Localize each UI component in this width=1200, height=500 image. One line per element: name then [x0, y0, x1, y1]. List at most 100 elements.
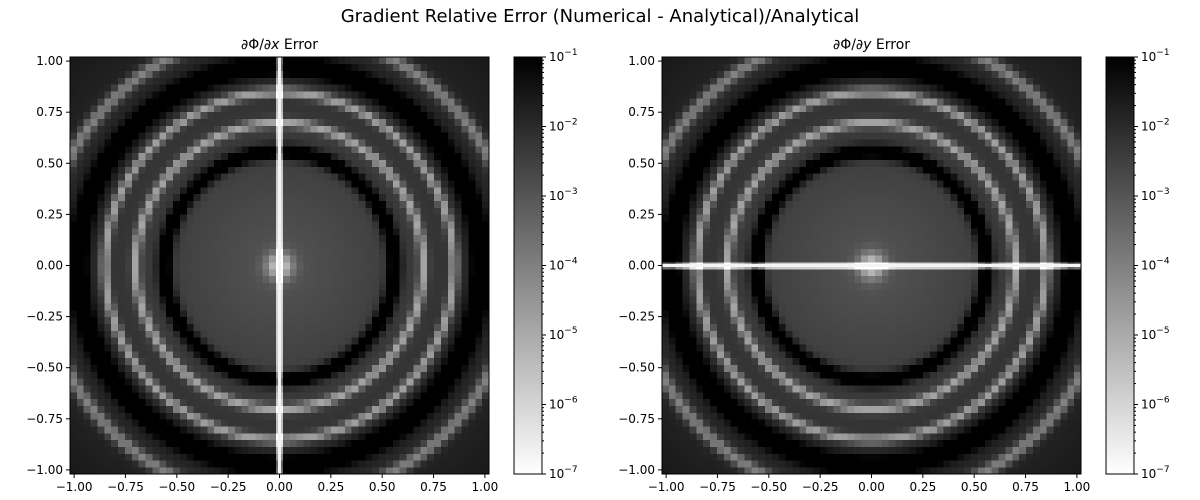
heatmap-cell [193, 391, 201, 400]
heatmap-cell [207, 221, 215, 229]
heatmap-cell [207, 432, 215, 441]
heatmap-cell [138, 419, 146, 427]
heatmap-cell [289, 350, 298, 359]
heatmap-cell [358, 419, 366, 427]
heatmap-cell [710, 439, 718, 448]
heatmap-cell [682, 207, 690, 215]
heatmap-cell [351, 159, 359, 167]
heatmap-cell [703, 439, 711, 448]
heatmap-cell [765, 98, 773, 106]
heatmap-cell [138, 241, 146, 249]
heatmap-cell [97, 303, 105, 311]
colorbar-tick-label: 10−3 [549, 187, 578, 203]
heatmap-cell [324, 268, 332, 277]
heatmap-cell [131, 139, 140, 147]
heatmap-cell [668, 460, 677, 468]
heatmap-cell [379, 296, 387, 304]
heatmap-cell [324, 323, 332, 331]
heatmap-cell [303, 77, 311, 85]
heatmap-cell [337, 118, 346, 126]
panel-title: ∂Φ/∂x Error [241, 37, 318, 53]
heatmap-cell [221, 316, 229, 325]
heatmap-cell [310, 330, 318, 338]
heatmap-cell [234, 207, 243, 215]
heatmap-cell [461, 98, 469, 106]
heatmap-cell [351, 118, 359, 126]
heatmap-cell [744, 118, 752, 126]
heatmap-cell [454, 166, 462, 174]
heatmap-cell [689, 412, 697, 420]
heatmap-cell [703, 364, 711, 372]
heatmap-cell [70, 193, 78, 201]
heatmap-cell [351, 446, 359, 454]
heatmap-cell [737, 350, 745, 359]
heatmap-cell [124, 385, 133, 393]
heatmap-cell [76, 63, 85, 72]
heatmap-cell [771, 439, 780, 448]
heatmap-cell [255, 132, 263, 140]
colorbar-tick-exp: −5 [564, 326, 577, 336]
heatmap-cell [241, 180, 249, 188]
heatmap-cell [152, 207, 160, 215]
heatmap-cell [778, 405, 787, 413]
heatmap-cell [269, 118, 277, 126]
heatmap-cell [675, 57, 684, 65]
heatmap-cell [662, 282, 670, 290]
heatmap-cell [90, 378, 98, 386]
heatmap-cell [138, 316, 146, 325]
heatmap-cell [413, 84, 421, 92]
heatmap-cell [111, 77, 119, 85]
heatmap-cell [193, 262, 201, 270]
heatmap-cell [454, 350, 462, 359]
heatmap-cell [227, 241, 236, 249]
heatmap-cell [427, 446, 435, 454]
heatmap-cell [468, 419, 476, 427]
heatmap-cell [716, 173, 725, 181]
heatmap-cell [723, 337, 732, 345]
heatmap-cell [83, 364, 92, 372]
heatmap-cell [392, 118, 401, 126]
heatmap-cell [447, 98, 456, 106]
heatmap-cell [145, 262, 153, 270]
heatmap-cell [716, 364, 725, 372]
heatmap-cell [344, 391, 353, 400]
heatmap-cell [785, 398, 793, 407]
heatmap-cell [111, 57, 119, 65]
heatmap-cell [289, 255, 298, 263]
heatmap-cell [703, 350, 711, 359]
heatmap-cell [730, 364, 738, 372]
heatmap-cell [282, 344, 291, 352]
heatmap-cell [344, 145, 353, 154]
heatmap-cell [83, 207, 92, 215]
heatmap-cell [682, 398, 690, 407]
heatmap-cell [83, 439, 92, 448]
heatmap-cell [111, 303, 119, 311]
heatmap-cell [406, 432, 414, 441]
heatmap-cell [662, 98, 670, 106]
heatmap-cell [751, 323, 759, 331]
heatmap-cell [303, 180, 311, 188]
heatmap-cell [324, 84, 332, 92]
heatmap-cell [427, 467, 435, 475]
heatmap-cell [723, 193, 732, 201]
heatmap-cell [758, 350, 766, 359]
heatmap-cell [317, 98, 325, 106]
heatmap-cell [682, 275, 690, 283]
heatmap-cell [751, 309, 759, 318]
heatmap-cell [173, 111, 181, 119]
heatmap-cell [675, 104, 684, 113]
heatmap-cell [406, 289, 414, 297]
heatmap-cell [118, 289, 126, 297]
heatmap-cell [207, 200, 215, 208]
heatmap-cell [118, 70, 126, 78]
heatmap-cell [351, 398, 359, 407]
heatmap-cell [440, 70, 449, 78]
heatmap-cell [269, 385, 277, 393]
heatmap-cell [193, 439, 201, 448]
heatmap-cell [262, 439, 270, 448]
heatmap-cell [716, 84, 725, 92]
heatmap-cell [468, 57, 476, 65]
heatmap-cell [289, 439, 298, 448]
heatmap-cell [234, 262, 243, 270]
heatmap-cell [186, 364, 195, 372]
